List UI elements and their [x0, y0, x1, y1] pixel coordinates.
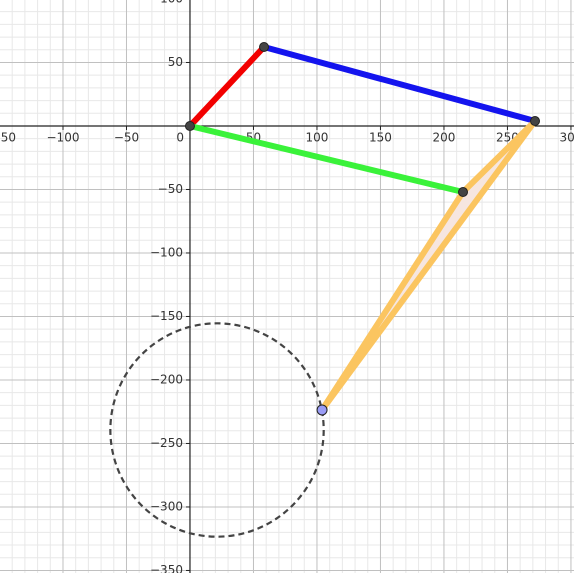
- y-tick-label: −250: [150, 436, 183, 450]
- x-tick-label: 200: [433, 130, 456, 144]
- x-tick-label: 100: [306, 130, 329, 144]
- y-tick-label: −150: [150, 309, 183, 323]
- y-tick-label: −350: [150, 563, 183, 573]
- x-tick-label: 0: [176, 130, 184, 144]
- segment: [261, 43, 539, 125]
- x-tick-label: −50: [114, 130, 139, 144]
- point: [259, 41, 270, 52]
- x-tick-label: −150: [0, 130, 16, 144]
- y-tick-label: −50: [158, 182, 183, 196]
- x-tick-label: 150: [369, 130, 392, 144]
- point: [184, 120, 195, 131]
- segment: [319, 118, 539, 413]
- y-tick-label: −100: [150, 245, 183, 259]
- y-tick-label: −200: [150, 372, 183, 386]
- point: [316, 404, 328, 416]
- x-tick-label: −100: [47, 130, 80, 144]
- segment: [186, 43, 268, 129]
- point: [458, 187, 469, 198]
- y-tick-label: 50: [168, 55, 183, 69]
- y-tick-label: −300: [150, 499, 183, 513]
- x-tick-label: 300: [559, 130, 574, 144]
- segment: [186, 122, 467, 196]
- circle: [109, 322, 325, 538]
- point: [530, 116, 541, 127]
- y-tick-label: 100: [160, 0, 183, 5]
